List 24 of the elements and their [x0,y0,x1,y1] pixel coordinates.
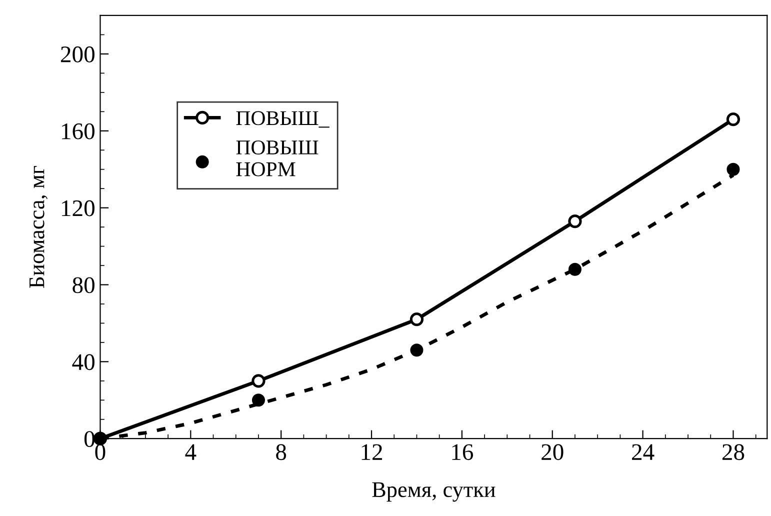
y-tick-label: 160 [62,123,94,140]
y-tick-label: 120 [62,200,94,216]
point [568,262,582,276]
x-tick-label: 12 [362,444,382,460]
point [568,214,582,228]
legend-label: ПОВЫШ_ [236,111,330,128]
x-tick-label: 20 [542,444,564,460]
x-tick-label: 16 [452,444,474,460]
x-tick-label: 24 [632,444,654,460]
point [726,112,740,126]
point [252,374,266,388]
y-tick-label: 40 [72,354,94,370]
x-tick-label: 4 [185,444,196,460]
y-tick-label: 200 [60,46,94,62]
x-axis-title: Время, сутки [372,482,496,502]
point [410,344,424,357]
y-axis-title: Биомасса, мг [30,166,48,288]
point [726,162,740,176]
point [252,394,265,407]
point [410,312,424,326]
x-tick-label: 28 [722,444,744,460]
legend-label: ПОВЫШ НОРМ [236,140,318,176]
x-tick-label: 8 [276,444,286,460]
y-tick-label: 80 [72,277,94,294]
